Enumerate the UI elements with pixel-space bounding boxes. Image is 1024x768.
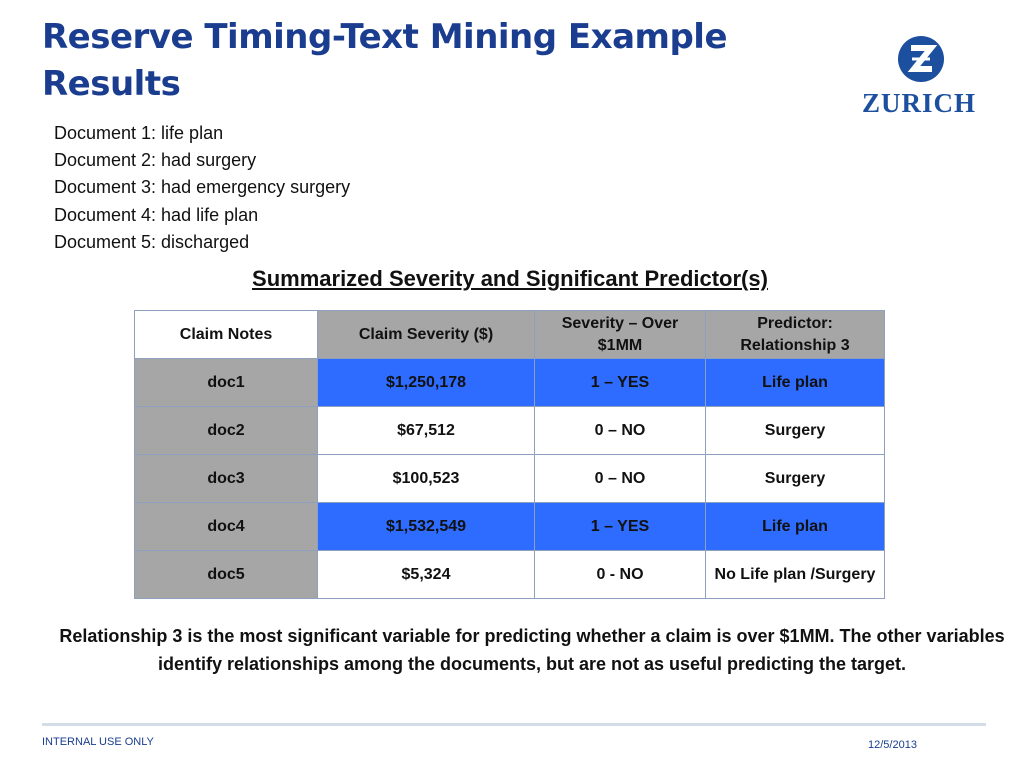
header-claim-severity: Claim Severity ($) [317, 310, 535, 359]
table-row: doc2 $67,512 0 – NO Surgery [134, 406, 885, 455]
footer-date: 12/5/2013 [868, 739, 917, 751]
document-list: Document 1: life plan Document 2: had su… [54, 120, 350, 256]
zurich-logo: ZURICH [862, 36, 992, 120]
cell-severity-flag: 1 – YES [534, 502, 706, 551]
cell-predictor: Surgery [705, 454, 885, 503]
cell-claim-severity: $67,512 [317, 406, 535, 455]
cell-predictor: Life plan [705, 358, 885, 407]
cell-severity-flag: 0 – NO [534, 454, 706, 503]
cell-claim-notes: doc2 [134, 406, 318, 455]
document-item: Document 5: discharged [54, 231, 250, 252]
table-title: Summarized Severity and Significant Pred… [252, 266, 768, 291]
cell-claim-notes: doc1 [134, 358, 318, 407]
cell-claim-notes: doc5 [134, 550, 318, 599]
cell-severity-flag: 0 - NO [534, 550, 706, 599]
conclusion-text: Relationship 3 is the most significant v… [59, 626, 1005, 674]
cell-claim-notes: doc3 [134, 454, 318, 503]
header-predictor: Predictor: Relationship 3 [705, 310, 885, 359]
header-severity-over-1mm: Severity – Over $1MM [534, 310, 706, 359]
cell-predictor: Surgery [705, 406, 885, 455]
cell-claim-severity: $1,532,549 [317, 502, 535, 551]
results-table: Claim Notes Claim Severity ($) Severity … [134, 310, 885, 599]
document-item: Document 3: had emergency surgery [54, 177, 351, 198]
page-title: Reserve Timing-Text Mining Example Resul… [42, 17, 728, 104]
footer-divider [42, 723, 986, 726]
zurich-wordmark: ZURICH [862, 88, 977, 118]
header-claim-notes: Claim Notes [134, 310, 318, 359]
cell-claim-severity: $100,523 [317, 454, 535, 503]
cell-claim-severity: $5,324 [317, 550, 535, 599]
document-item: Document 4: had life plan [54, 204, 259, 225]
cell-claim-notes: doc4 [134, 502, 318, 551]
document-item: Document 2: had surgery [54, 150, 257, 171]
cell-predictor: No Life plan /Surgery [705, 550, 885, 599]
cell-severity-flag: 1 – YES [534, 358, 706, 407]
table-row: doc3 $100,523 0 – NO Surgery [134, 454, 885, 503]
cell-predictor: Life plan [705, 502, 885, 551]
zurich-z-icon [898, 36, 944, 82]
table-row: doc1 $1,250,178 1 – YES Life plan [134, 358, 885, 407]
cell-severity-flag: 0 – NO [534, 406, 706, 455]
document-item: Document 1: life plan [54, 123, 224, 143]
table-row: doc4 $1,532,549 1 – YES Life plan [134, 502, 885, 551]
table-row: doc5 $5,324 0 - NO No Life plan /Surgery [134, 550, 885, 599]
cell-claim-severity: $1,250,178 [317, 358, 535, 407]
footer-classification: INTERNAL USE ONLY [42, 736, 154, 748]
table-header-row: Claim Notes Claim Severity ($) Severity … [134, 310, 885, 359]
